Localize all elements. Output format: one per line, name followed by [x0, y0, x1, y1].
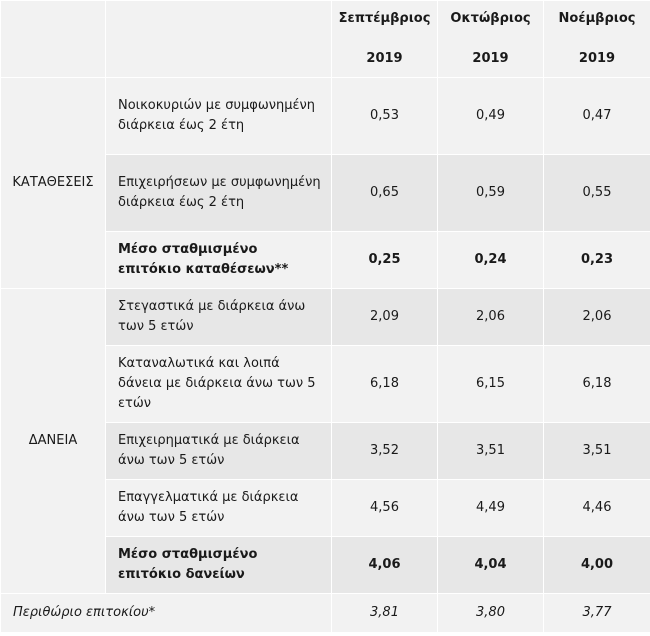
- rate-value: 6,15: [437, 345, 544, 423]
- row-description: Στεγαστικά με διάρκεια άνω των 5 ετών: [105, 288, 332, 346]
- rate-value: 4,49: [437, 479, 544, 537]
- month-year: 2019: [578, 51, 616, 66]
- table-row: Επιχειρηματικά με διάρκεια άνω των 5 ετώ…: [1, 422, 650, 480]
- month-year: 2019: [472, 51, 509, 66]
- rate-value: 3,51: [543, 422, 650, 480]
- average-value: 0,24: [437, 231, 544, 289]
- table-row: ΔΑΝΕΙΑ Στεγαστικά με διάρκεια άνω των 5 …: [0, 288, 650, 594]
- margin-label: Περιθώριο επιτοκίου*: [0, 593, 332, 633]
- group-label-loans: ΔΑΝΕΙΑ: [0, 288, 106, 594]
- row-description: Επιχειρηματικά με διάρκεια άνω των 5 ετώ…: [105, 422, 332, 480]
- month-header: Σεπτέμβριος 2019: [331, 0, 438, 78]
- month-year: 2019: [366, 51, 403, 66]
- average-value: 4,04: [437, 536, 544, 594]
- margin-value: 3,80: [437, 593, 544, 633]
- row-description: Καταναλωτικά και λοιπά δάνεια με διάρκει…: [105, 345, 332, 423]
- rate-value: 4,56: [331, 479, 438, 537]
- rate-value: 4,46: [543, 479, 650, 537]
- row-description: Επιχειρήσεων με συμφωνημένη διάρκεια έως…: [105, 154, 332, 232]
- margin-value: 3,77: [543, 593, 650, 633]
- rate-value: 0,65: [331, 154, 438, 232]
- header-empty-cell: [0, 0, 106, 78]
- month-header: Οκτώβριος 2019: [437, 0, 544, 78]
- rate-value: 2,06: [543, 288, 650, 346]
- average-description: Μέσο σταθμισμένο επιτόκιο δανείων: [105, 536, 332, 594]
- average-description: Μέσο σταθμισμένο επιτόκιο καταθέσεων**: [105, 231, 332, 289]
- header-empty-cell: [105, 0, 332, 78]
- row-description: Επαγγελματικά με διάρκεια άνω των 5 ετών: [105, 479, 332, 537]
- row-description: Νοικοκυριών με συμφωνημένη διάρκεια έως …: [105, 77, 332, 155]
- month-name: Νοέμβριος: [558, 11, 636, 26]
- header-row: Σεπτέμβριος 2019 Οκτώβριος 2019 Νοέμβριο…: [0, 0, 650, 78]
- month-name: Σεπτέμβριος: [338, 11, 431, 26]
- rate-value: 0,53: [331, 77, 438, 155]
- average-value: 0,25: [331, 231, 438, 289]
- average-row: Μέσο σταθμισμένο επιτόκιο δανείων 4,06 4…: [1, 536, 650, 594]
- rate-value: 0,59: [437, 154, 544, 232]
- rate-value: 6,18: [543, 345, 650, 423]
- average-value: 0,23: [543, 231, 650, 289]
- average-value: 4,00: [543, 536, 650, 594]
- margin-value: 3,81: [331, 593, 438, 633]
- rate-value: 0,49: [437, 77, 544, 155]
- table-row: Επιχειρήσεων με συμφωνημένη διάρκεια έως…: [1, 154, 650, 232]
- margin-row: Περιθώριο επιτοκίου* 3,81 3,80 3,77: [0, 593, 650, 633]
- month-name: Οκτώβριος: [450, 11, 531, 26]
- rate-value: 2,06: [437, 288, 544, 346]
- group-label-deposits: ΚΑΤΑΘΕΣΕΙΣ: [0, 77, 106, 289]
- average-value: 4,06: [331, 536, 438, 594]
- rate-value: 0,55: [543, 154, 650, 232]
- month-header: Νοέμβριος 2019: [543, 0, 650, 78]
- average-row: Μέσο σταθμισμένο επιτόκιο καταθέσεων** 0…: [1, 231, 650, 289]
- table-row: Καταναλωτικά και λοιπά δάνεια με διάρκει…: [1, 345, 650, 423]
- rate-value: 3,52: [331, 422, 438, 480]
- rate-value: 3,51: [437, 422, 544, 480]
- table-row: ΚΑΤΑΘΕΣΕΙΣ Νοικοκυριών με συμφωνημένη δι…: [0, 77, 650, 289]
- rate-value: 6,18: [331, 345, 438, 423]
- table-row: Επαγγελματικά με διάρκεια άνω των 5 ετών…: [1, 479, 650, 537]
- rate-value: 2,09: [331, 288, 438, 346]
- rate-value: 0,47: [543, 77, 650, 155]
